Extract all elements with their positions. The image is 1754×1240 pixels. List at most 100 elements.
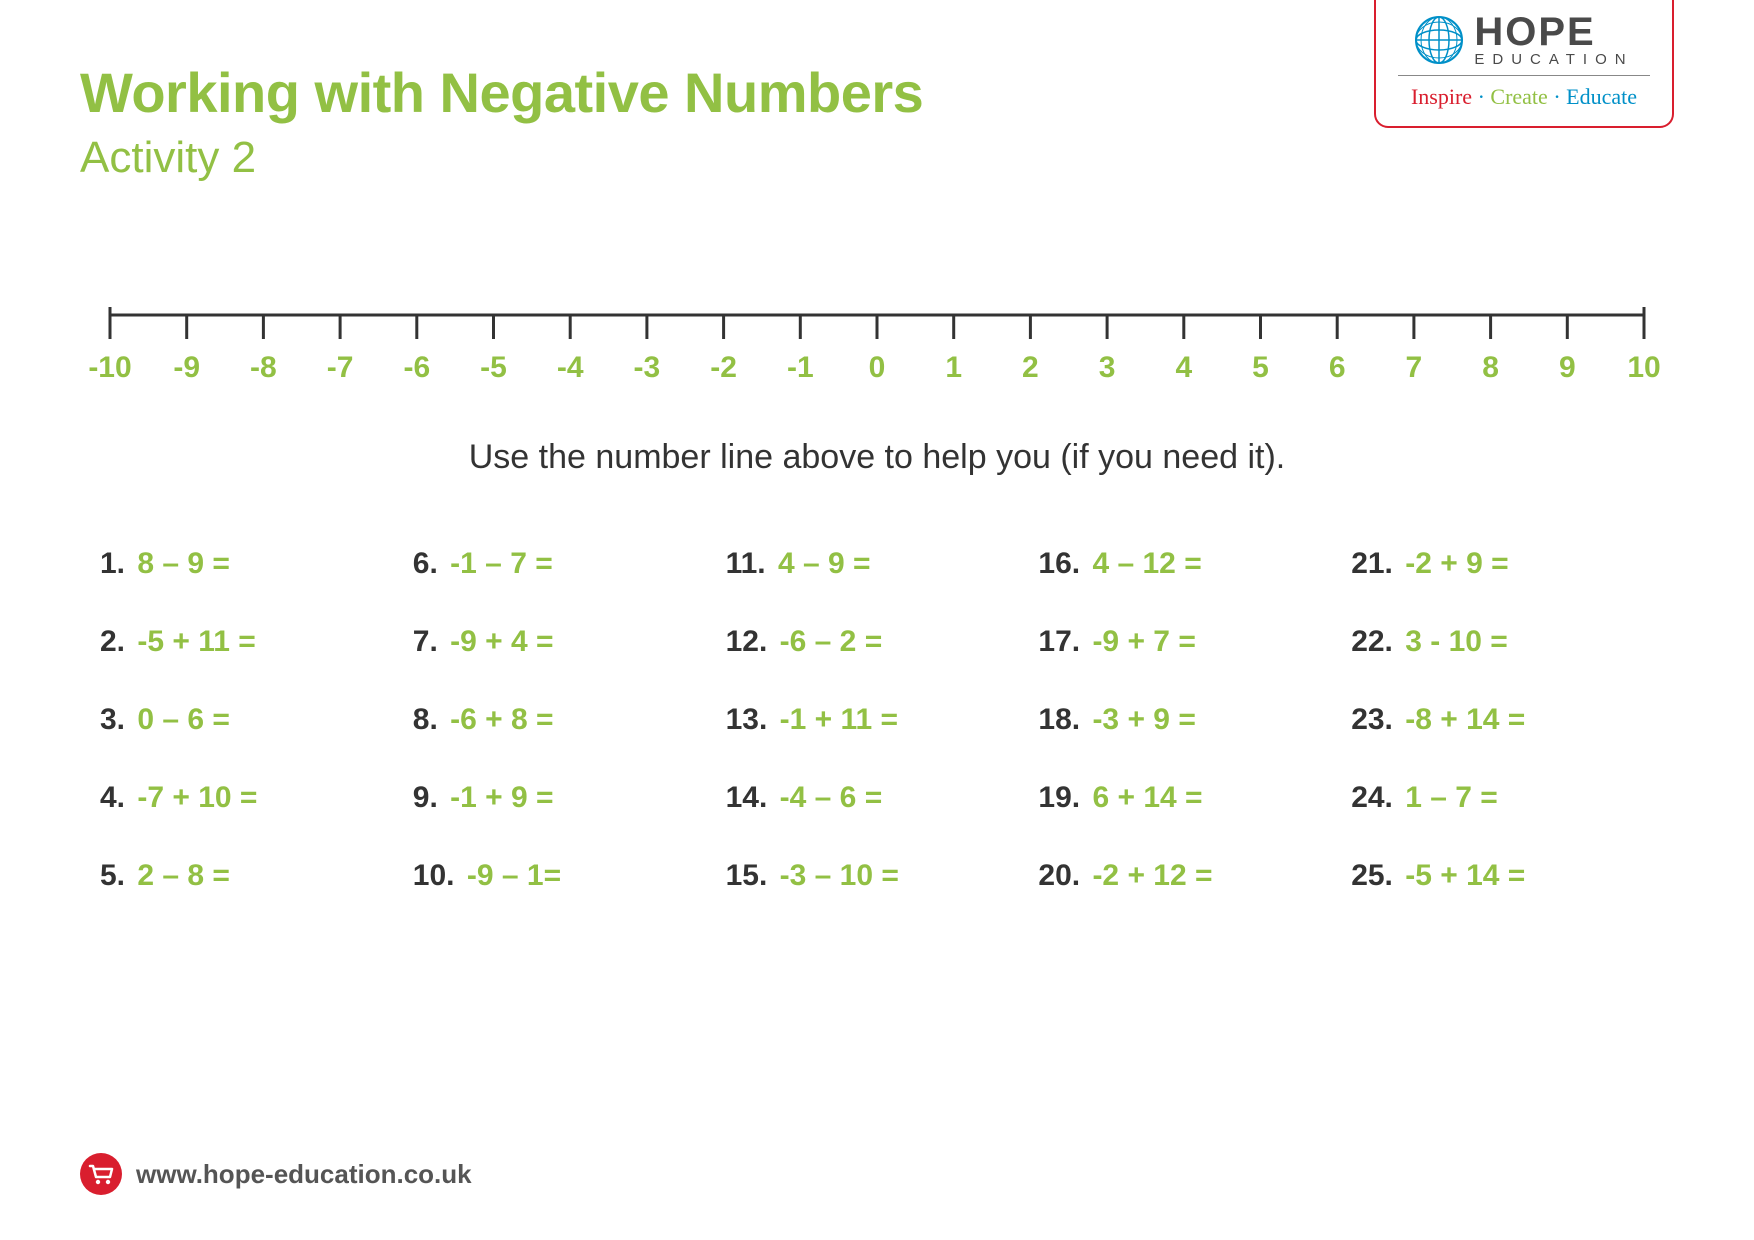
problem-number: 5.	[100, 859, 125, 892]
problem-item: 18. -3 + 9 =	[1038, 703, 1341, 737]
svg-text:1: 1	[945, 351, 962, 384]
problem-expression: -3 + 9 =	[1084, 703, 1196, 736]
problem-expression: -9 + 7 =	[1084, 625, 1196, 658]
svg-text:-5: -5	[480, 351, 507, 384]
svg-text:-7: -7	[327, 351, 354, 384]
problem-number: 6.	[413, 547, 438, 580]
svg-text:-4: -4	[557, 351, 584, 384]
problem-expression: 4 – 9 =	[770, 547, 871, 580]
problem-expression: 0 – 6 =	[129, 703, 230, 736]
svg-text:10: 10	[1627, 351, 1660, 384]
problem-expression: 8 – 9 =	[129, 547, 230, 580]
problem-item: 19. 6 + 14 =	[1038, 781, 1341, 815]
problem-expression: -5 + 11 =	[129, 625, 256, 658]
footer-url: www.hope-education.co.uk	[136, 1159, 472, 1190]
footer: www.hope-education.co.uk	[80, 1153, 472, 1195]
brand-logo: HOPE EDUCATION Inspire · Create · Educat…	[1374, 0, 1674, 128]
problem-expression: -3 – 10 =	[771, 859, 899, 892]
problem-item: 11. 4 – 9 =	[726, 547, 1029, 581]
logo-title: HOPE	[1474, 12, 1595, 52]
problem-expression: 6 + 14 =	[1084, 781, 1202, 814]
problem-number: 16.	[1038, 547, 1080, 580]
problem-number: 3.	[100, 703, 125, 736]
svg-text:5: 5	[1252, 351, 1269, 384]
problem-item: 21. -2 + 9 =	[1351, 547, 1654, 581]
logo-tagline: Inspire · Create · Educate	[1398, 84, 1650, 110]
problem-number: 8.	[413, 703, 438, 736]
problem-expression: 4 – 12 =	[1084, 547, 1202, 580]
problem-item: 23. -8 + 14 =	[1351, 703, 1654, 737]
globe-icon	[1414, 15, 1464, 65]
problem-expression: -4 – 6 =	[771, 781, 882, 814]
number-line: -10-9-8-7-6-5-4-3-2-1012345678910	[80, 303, 1674, 398]
problem-number: 7.	[413, 625, 438, 658]
problem-item: 6. -1 – 7 =	[413, 547, 716, 581]
problem-number: 11.	[726, 547, 766, 580]
problems-grid: 1. 8 – 9 = 6. -1 – 7 = 11. 4 – 9 = 16. 4 – …	[80, 547, 1674, 893]
problem-item: 3. 0 – 6 =	[100, 703, 403, 737]
problem-number: 12.	[726, 625, 768, 658]
problem-number: 24.	[1351, 781, 1393, 814]
problem-number: 20.	[1038, 859, 1080, 892]
title-block: Working with Negative Numbers Activity 2	[80, 60, 1374, 183]
problem-item: 10. -9 – 1=	[413, 859, 716, 893]
problem-number: 25.	[1351, 859, 1393, 892]
svg-text:-9: -9	[173, 351, 200, 384]
problem-number: 13.	[726, 703, 768, 736]
problem-expression: -1 – 7 =	[442, 547, 553, 580]
problem-number: 18.	[1038, 703, 1080, 736]
page-title: Working with Negative Numbers	[80, 60, 1374, 125]
svg-text:8: 8	[1482, 351, 1499, 384]
problem-number: 21.	[1351, 547, 1393, 580]
problem-item: 12. -6 – 2 =	[726, 625, 1029, 659]
page-subtitle: Activity 2	[80, 133, 1374, 183]
svg-text:4: 4	[1175, 351, 1192, 384]
problem-number: 10.	[413, 859, 455, 892]
problem-item: 2. -5 + 11 =	[100, 625, 403, 659]
problem-item: 13. -1 + 11 =	[726, 703, 1029, 737]
problem-item: 9. -1 + 9 =	[413, 781, 716, 815]
problem-expression: -2 + 12 =	[1084, 859, 1212, 892]
svg-text:6: 6	[1329, 351, 1346, 384]
problem-item: 17. -9 + 7 =	[1038, 625, 1341, 659]
problem-number: 15.	[726, 859, 768, 892]
cart-icon	[80, 1153, 122, 1195]
problem-expression: -7 + 10 =	[129, 781, 257, 814]
problem-number: 9.	[413, 781, 438, 814]
problem-item: 16. 4 – 12 =	[1038, 547, 1341, 581]
problem-number: 17.	[1038, 625, 1080, 658]
problem-expression: -8 + 14 =	[1397, 703, 1525, 736]
problem-expression: -5 + 14 =	[1397, 859, 1525, 892]
problem-item: 22. 3 - 10 =	[1351, 625, 1654, 659]
logo-subtitle: EDUCATION	[1474, 52, 1633, 67]
svg-text:7: 7	[1406, 351, 1423, 384]
problem-expression: -2 + 9 =	[1397, 547, 1509, 580]
problem-number: 23.	[1351, 703, 1393, 736]
problem-number: 2.	[100, 625, 125, 658]
svg-text:-8: -8	[250, 351, 277, 384]
problem-number: 1.	[100, 547, 125, 580]
svg-text:-1: -1	[787, 351, 814, 384]
svg-text:-6: -6	[403, 351, 430, 384]
problem-item: 8. -6 + 8 =	[413, 703, 716, 737]
problem-item: 15. -3 – 10 =	[726, 859, 1029, 893]
svg-text:-10: -10	[88, 351, 131, 384]
problem-expression: -1 + 9 =	[442, 781, 554, 814]
problem-item: 5. 2 – 8 =	[100, 859, 403, 893]
problem-number: 22.	[1351, 625, 1393, 658]
svg-text:2: 2	[1022, 351, 1039, 384]
problem-expression: 1 – 7 =	[1397, 781, 1498, 814]
problem-item: 4. -7 + 10 =	[100, 781, 403, 815]
problem-expression: -9 – 1=	[459, 859, 562, 892]
svg-text:-2: -2	[710, 351, 737, 384]
svg-text:-3: -3	[634, 351, 661, 384]
problem-expression: 3 - 10 =	[1397, 625, 1508, 658]
problem-item: 1. 8 – 9 =	[100, 547, 403, 581]
problem-number: 19.	[1038, 781, 1080, 814]
problem-item: 20. -2 + 12 =	[1038, 859, 1341, 893]
svg-text:0: 0	[869, 351, 886, 384]
problem-expression: -6 – 2 =	[771, 625, 882, 658]
problem-item: 7. -9 + 4 =	[413, 625, 716, 659]
problem-expression: 2 – 8 =	[129, 859, 230, 892]
problem-item: 24. 1 – 7 =	[1351, 781, 1654, 815]
